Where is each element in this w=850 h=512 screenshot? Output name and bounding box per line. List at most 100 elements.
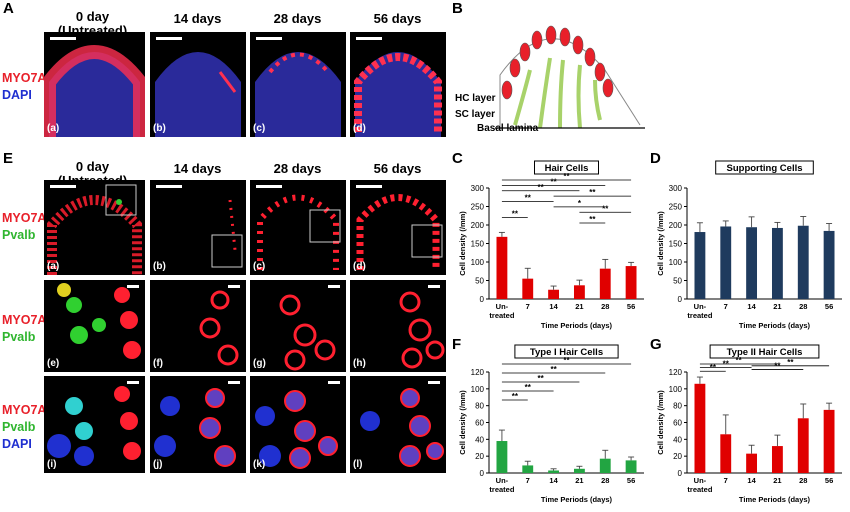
x-tick-label: 21 bbox=[575, 476, 583, 485]
x-tick-label: 56 bbox=[825, 302, 833, 311]
chart-f-svg: Type I Hair Cells 0 20 40 60 80 100 120 Cell den… bbox=[458, 344, 644, 504]
chart-title-box bbox=[709, 344, 820, 359]
significance-label: ** bbox=[512, 210, 519, 219]
chart-title: Type I Hair Cells bbox=[530, 347, 603, 358]
column-title-56days: 56 days bbox=[373, 11, 422, 26]
y-tick-label: 60 bbox=[673, 419, 682, 428]
sublabel: (b) bbox=[153, 123, 166, 134]
micrograph-a-56days: (d) bbox=[350, 32, 446, 137]
panel-label-d: D bbox=[650, 150, 661, 167]
chart-title-box bbox=[514, 344, 619, 359]
sublabel: (h) bbox=[353, 358, 366, 369]
row-label-e1: MYO7A Pvalb bbox=[2, 210, 46, 244]
x-tick-label: 28 bbox=[601, 476, 609, 485]
hair-cell-diagram: HC layer SC layer Basal lamina bbox=[455, 10, 650, 145]
chart-f-type1-hair-cells: Type I Hair Cells 0 20 40 60 80 100 120 Cell den… bbox=[455, 342, 650, 507]
y-tick-label: 200 bbox=[471, 221, 485, 230]
micrograph-e-d: (d) bbox=[350, 180, 446, 275]
y-tick-label: 100 bbox=[471, 258, 485, 267]
scale-bar bbox=[50, 37, 76, 40]
micrograph-e-g: (g) bbox=[250, 280, 346, 372]
scale-bar bbox=[356, 185, 382, 188]
row-label-e3: MYO7A Pvalb DAPI bbox=[2, 402, 46, 453]
panel-label-a: A bbox=[3, 0, 14, 17]
sublabel: (a) bbox=[47, 261, 60, 272]
x-tick-label: 14 bbox=[549, 476, 558, 485]
y-tick-label: 200 bbox=[669, 221, 683, 230]
y-tick-label: 120 bbox=[669, 368, 683, 377]
micrograph-e-a: (a) bbox=[44, 180, 145, 275]
sublabel: (i) bbox=[47, 459, 57, 470]
chart-d-supporting-cells: Supporting Cells 0 50 100 150 200 250 300 Cell d… bbox=[653, 158, 848, 333]
sublabel: (g) bbox=[253, 358, 266, 369]
chart-g-svg: Type II Hair Cells 0 20 40 60 80 100 120 Cell de… bbox=[656, 344, 842, 504]
x-tick-label: 14 bbox=[747, 302, 756, 311]
y-tick-label: 120 bbox=[471, 368, 485, 377]
scale-bar bbox=[356, 37, 382, 40]
column-title-14days: 14 days bbox=[173, 11, 222, 26]
x-tick-label: 21 bbox=[575, 302, 583, 311]
y-tick-label: 80 bbox=[475, 402, 484, 411]
micrograph-e-l: (l) bbox=[350, 376, 446, 473]
x-tick-label: Un- bbox=[496, 302, 509, 311]
y-axis-label: Cell density (/mm) bbox=[656, 390, 665, 455]
significance-label: ** bbox=[774, 361, 781, 370]
sublabel: (c) bbox=[253, 123, 266, 134]
x-tick-label: 7 bbox=[724, 302, 728, 311]
panel-label-g: G bbox=[650, 336, 662, 353]
sc-layer-label: SC layer bbox=[455, 109, 496, 120]
sublabel: (k) bbox=[253, 459, 266, 470]
y-tick-label: 40 bbox=[673, 435, 682, 444]
sublabel: (e) bbox=[47, 358, 60, 369]
x-axis-label: Time Periods (days) bbox=[541, 321, 613, 330]
y-tick-label: 150 bbox=[471, 240, 485, 249]
bar bbox=[694, 232, 706, 299]
label-pvalb: Pvalb bbox=[2, 420, 36, 434]
x-tick-label: 56 bbox=[825, 476, 833, 485]
x-tick-label: treated bbox=[489, 311, 514, 320]
bar bbox=[746, 453, 758, 473]
y-tick-label: 300 bbox=[471, 184, 485, 193]
x-tick-label: 28 bbox=[799, 476, 807, 485]
x-tick-label: 28 bbox=[601, 302, 609, 311]
label-dapi: DAPI bbox=[2, 88, 32, 102]
bar bbox=[720, 434, 732, 473]
sublabel: (a) bbox=[47, 123, 60, 134]
micrograph-e-e: (e) bbox=[44, 280, 145, 372]
x-tick-label: 14 bbox=[549, 302, 558, 311]
sublabel: (b) bbox=[153, 261, 166, 272]
y-tick-label: 80 bbox=[673, 402, 682, 411]
label-myo7a: MYO7A bbox=[2, 313, 47, 327]
row-label-a: MYO7A DAPI bbox=[2, 70, 46, 104]
chart-title-box bbox=[534, 160, 599, 175]
x-tick-label: treated bbox=[687, 485, 712, 494]
bar bbox=[771, 227, 783, 299]
column-title-day0-line1: 0 day bbox=[75, 9, 110, 24]
bar bbox=[522, 465, 534, 473]
bar bbox=[694, 383, 706, 473]
bar bbox=[823, 409, 835, 473]
y-tick-label: 300 bbox=[669, 184, 683, 193]
significance-label: ** bbox=[723, 360, 730, 369]
scale-bar bbox=[256, 185, 282, 188]
x-tick-label: 21 bbox=[773, 476, 781, 485]
label-pvalb: Pvalb bbox=[2, 228, 36, 242]
x-tick-label: 7 bbox=[526, 302, 530, 311]
column-title-e-56days: 56 days bbox=[373, 161, 422, 176]
significance-label: ** bbox=[550, 365, 557, 374]
x-axis-label: Time Periods (days) bbox=[739, 321, 811, 330]
chart-title: Hair Cells bbox=[545, 163, 589, 174]
y-tick-label: 100 bbox=[471, 385, 485, 394]
bar bbox=[746, 227, 758, 299]
micrograph-e-i: (i) bbox=[44, 376, 145, 473]
x-tick-label: 21 bbox=[773, 302, 781, 311]
x-tick-label: 28 bbox=[799, 302, 807, 311]
y-axis-label: Cell density (/mm) bbox=[458, 390, 467, 455]
significance-label: ** bbox=[589, 215, 596, 224]
label-myo7a: MYO7A bbox=[2, 71, 47, 85]
bar bbox=[797, 225, 809, 299]
scale-bar bbox=[156, 185, 182, 188]
significance-label: ** bbox=[563, 356, 570, 365]
x-axis-label: Time Periods (days) bbox=[739, 495, 811, 504]
x-tick-label: 7 bbox=[724, 476, 728, 485]
